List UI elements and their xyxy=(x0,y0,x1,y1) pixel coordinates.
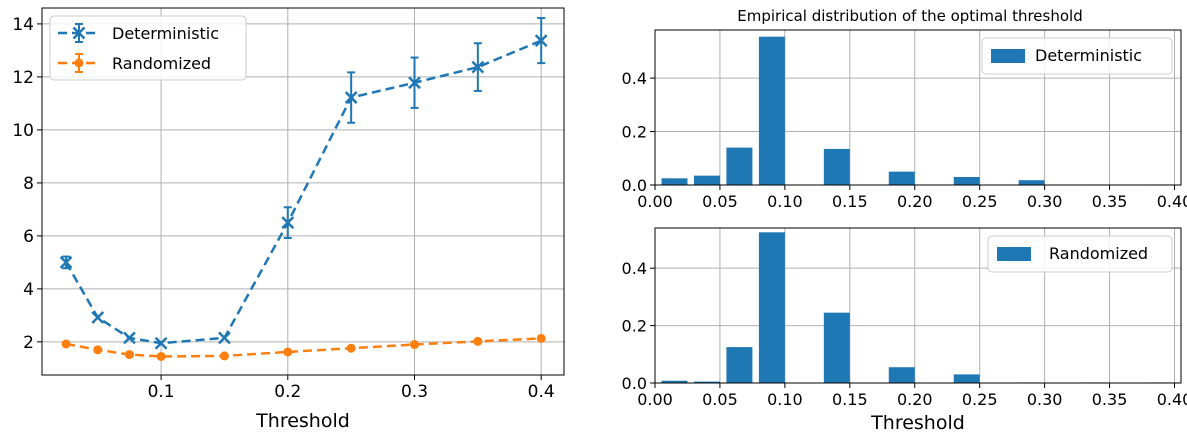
histogram-bar xyxy=(759,232,785,383)
x-tick-label: 0.2 xyxy=(274,382,301,402)
data-point-marker xyxy=(92,312,103,323)
x-tick-label: 0.15 xyxy=(832,390,868,409)
x-tick-label: 0.40 xyxy=(1157,192,1187,211)
y-tick-label: 4 xyxy=(23,280,34,300)
x-tick-label: 0.10 xyxy=(767,192,803,211)
x-tick-label: 0.40 xyxy=(1157,390,1187,409)
x-tick-label: 0.25 xyxy=(962,390,998,409)
y-tick-label: 0.2 xyxy=(622,123,647,142)
data-point-marker xyxy=(93,345,102,354)
histogram-deterministic-panel: Empirical distribution of the optimal th… xyxy=(622,7,1187,211)
histogram-randomized-legend: Randomized xyxy=(988,236,1172,272)
histogram-randomized-panel: 0.00 0.05 0.10 0.15 0.20 0.25 0.30 0.35 0.40 0.0 0… xyxy=(622,228,1187,432)
histogram-bar xyxy=(889,367,915,383)
data-point-marker xyxy=(473,337,482,346)
y-tick-label: 14 xyxy=(12,15,34,35)
x-tick-label: 0.20 xyxy=(897,390,933,409)
x-tick-label: 0.25 xyxy=(962,192,998,211)
data-point-marker xyxy=(62,339,71,348)
x-tick-label: 0.05 xyxy=(702,192,738,211)
histogram-bar xyxy=(824,313,850,383)
histogram-bar xyxy=(759,37,785,185)
y-tick-label: 0.0 xyxy=(622,374,647,393)
data-point-marker xyxy=(75,59,84,68)
histogram-bar xyxy=(694,176,720,185)
histogram-deterministic-legend-swatch xyxy=(991,49,1025,63)
histogram-bar xyxy=(726,347,752,383)
series-line xyxy=(66,338,541,356)
data-point-marker xyxy=(347,344,356,353)
y-tick-label: 6 xyxy=(23,227,34,247)
histogram-deterministic-legend: Deterministic xyxy=(982,38,1172,74)
x-tick-label: 0.30 xyxy=(1027,390,1063,409)
histogram-bar xyxy=(954,374,980,383)
y-tick-label: 0.2 xyxy=(622,317,647,336)
x-tick-label: 0.4 xyxy=(528,382,555,402)
y-tick-label: 0.0 xyxy=(622,176,647,195)
data-point-marker xyxy=(220,351,229,360)
data-point-marker xyxy=(157,352,166,361)
x-tick-label: 0.05 xyxy=(702,390,738,409)
histogram-bar xyxy=(889,172,915,185)
x-tick-label: 0.10 xyxy=(767,390,803,409)
line-chart-x-axis-label: Threshold xyxy=(255,410,350,432)
y-tick-label: 0.4 xyxy=(622,69,647,88)
y-tick-label: 10 xyxy=(12,121,34,141)
x-tick-label: 0.1 xyxy=(148,382,175,402)
y-tick-label: 12 xyxy=(12,68,34,88)
histogram-randomized-legend-swatch xyxy=(997,247,1031,261)
x-tick-label: 0.30 xyxy=(1027,192,1063,211)
data-point-marker xyxy=(125,350,134,359)
data-point-marker xyxy=(537,334,546,343)
line-chart-legend: Deterministic Randomized xyxy=(50,16,246,80)
histogram-bar xyxy=(954,177,980,185)
y-tick-label: 2 xyxy=(23,333,34,353)
histogram-bar xyxy=(824,149,850,185)
x-tick-label: 0.3 xyxy=(401,382,428,402)
histogram-randomized-ticks: 0.00 0.05 0.10 0.15 0.20 0.25 0.30 0.35 0.40 0.0 0… xyxy=(622,259,1187,409)
histogram-bar xyxy=(726,148,752,185)
x-tick-label: 0.15 xyxy=(832,192,868,211)
histogram-randomized-legend-label: Randomized xyxy=(1049,244,1148,263)
x-tick-label: 0.35 xyxy=(1092,192,1128,211)
x-tick-label: 0.20 xyxy=(897,192,933,211)
histogram-deterministic-ticks: 0.00 0.05 0.10 0.15 0.20 0.25 0.30 0.35 0.40 0.0 0… xyxy=(622,69,1187,211)
histogram-bar xyxy=(1019,180,1045,185)
data-point-marker xyxy=(283,347,292,356)
series-line xyxy=(66,41,541,344)
legend-label: Randomized xyxy=(112,54,211,73)
y-tick-label: 0.4 xyxy=(622,259,647,278)
histogram-bar xyxy=(661,178,687,185)
legend-label: Deterministic xyxy=(112,24,219,43)
line-chart-panel: 0.1 0.2 0.3 0.4 2 4 6 8 10 12 14 Threshold Determi… xyxy=(12,8,564,432)
data-point-marker xyxy=(410,340,419,349)
histogram-x-axis-label: Threshold xyxy=(870,412,965,432)
x-tick-label: 0.35 xyxy=(1092,390,1128,409)
histogram-title: Empirical distribution of the optimal th… xyxy=(737,7,1082,25)
histogram-deterministic-legend-label: Deterministic xyxy=(1035,46,1142,65)
y-tick-label: 8 xyxy=(23,174,34,194)
